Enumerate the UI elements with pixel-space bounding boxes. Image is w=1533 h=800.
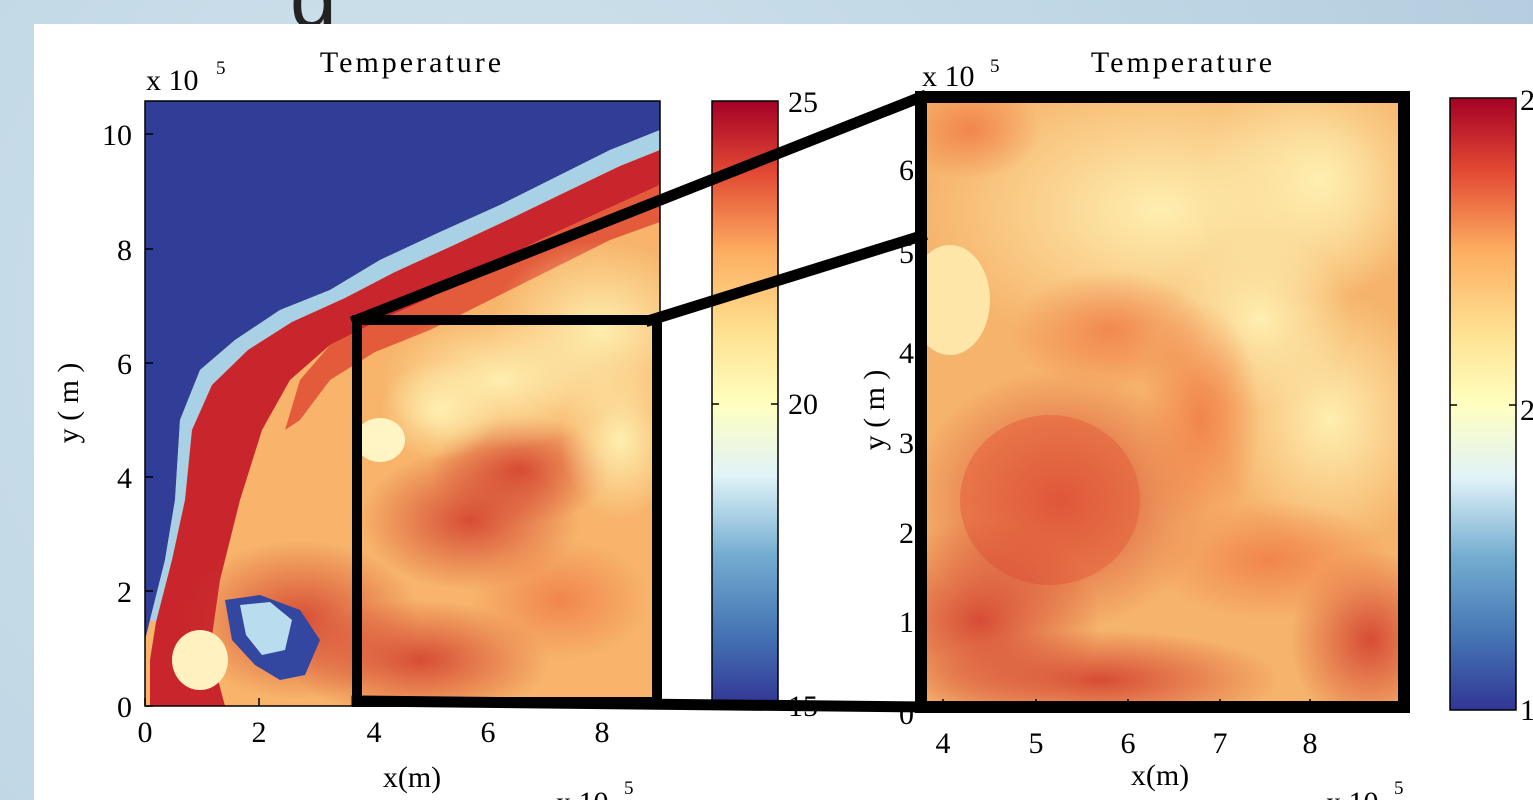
right-x-tick-6: 6 bbox=[1121, 727, 1136, 760]
left-x-axis-label: x(m) bbox=[383, 761, 441, 794]
left-y-tick-10: 10 bbox=[102, 119, 132, 152]
zoom-box-left bbox=[352, 315, 662, 707]
right-colorbar bbox=[1449, 97, 1517, 711]
right-colorbar-tick-mid: 2 bbox=[1520, 394, 1533, 427]
right-x-scale-label: x 10 bbox=[1326, 786, 1379, 800]
left-colorbar-tick-20: 20 bbox=[788, 388, 818, 421]
left-y-tick-2: 2 bbox=[117, 576, 132, 609]
left-x-tick-2: 2 bbox=[252, 716, 267, 749]
right-y-scale-exponent: 5 bbox=[990, 56, 1000, 77]
left-y-tick-8: 8 bbox=[117, 234, 132, 267]
right-x-scale-exponent: 5 bbox=[1394, 778, 1404, 799]
right-x-tick-4: 4 bbox=[936, 727, 951, 760]
right-heatmap-field bbox=[921, 97, 1404, 707]
right-title: Temperature bbox=[1091, 46, 1275, 79]
left-y-scale-exponent: 5 bbox=[216, 58, 226, 79]
right-y-tick-3: 3 bbox=[899, 427, 914, 460]
left-y-tick-0: 0 bbox=[117, 691, 132, 724]
left-y-tick-4: 4 bbox=[117, 462, 132, 495]
left-colorbar bbox=[711, 100, 779, 707]
left-x-tick-4: 4 bbox=[367, 716, 382, 749]
right-y-tick-4: 4 bbox=[899, 337, 914, 370]
left-heatmap-field bbox=[145, 101, 660, 706]
left-x-tick-0: 0 bbox=[138, 716, 153, 749]
zoom-box-right bbox=[915, 91, 1410, 713]
right-colorbar-tick-top: 2 bbox=[1520, 84, 1533, 117]
right-y-scale-label: x 10 bbox=[922, 60, 975, 93]
right-y-axis-label: y ( m ) bbox=[858, 370, 891, 451]
right-y-tick-2: 2 bbox=[899, 517, 914, 550]
left-title: Temperature bbox=[320, 46, 504, 79]
left-x-tick-8: 8 bbox=[595, 716, 610, 749]
left-colorbar-tick-25: 25 bbox=[788, 86, 818, 119]
right-x-tick-5: 5 bbox=[1029, 727, 1044, 760]
left-y-tick-6: 6 bbox=[117, 348, 132, 381]
right-x-axis-label: x(m) bbox=[1131, 759, 1189, 792]
left-x-tick-6: 6 bbox=[481, 716, 496, 749]
right-y-tick-1: 1 bbox=[899, 606, 914, 639]
left-y-axis-label: y ( m ) bbox=[52, 363, 85, 444]
left-x-scale-label: x 10 bbox=[556, 786, 609, 800]
right-colorbar-tick-bottom: 1 bbox=[1520, 694, 1533, 727]
right-y-tick-6: 6 bbox=[899, 154, 914, 187]
left-y-scale-label: x 10 bbox=[146, 64, 199, 97]
right-x-tick-8: 8 bbox=[1303, 727, 1318, 760]
left-x-scale-exponent: 5 bbox=[624, 778, 634, 799]
right-x-tick-7: 7 bbox=[1213, 727, 1228, 760]
